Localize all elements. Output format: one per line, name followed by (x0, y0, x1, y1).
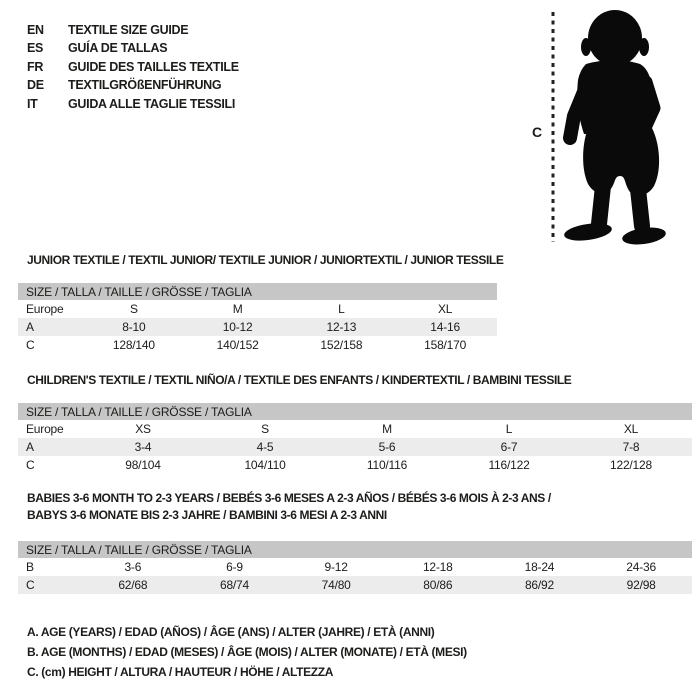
table-cell: 104/110 (244, 458, 286, 472)
table-row: Europe S M L XL (18, 300, 497, 318)
language-row: ES GUÍA DE TALLAS (27, 39, 239, 57)
junior-section-title: JUNIOR TEXTILE / TEXTIL JUNIOR/ TEXTILE … (18, 252, 504, 269)
table-cell: 14-16 (430, 320, 460, 334)
row-label: B (26, 560, 34, 574)
language-code: EN (27, 23, 44, 37)
table-cell: 92/98 (626, 578, 656, 592)
table-cell: 74/80 (321, 578, 351, 592)
table-cell: 98/104 (125, 458, 161, 472)
language-row: EN TEXTILE SIZE GUIDE (27, 21, 239, 39)
language-code: ES (27, 41, 44, 56)
row-label: C (26, 338, 35, 352)
size-header-label: SIZE / TALLA / TAILLE / GRÖSSE / TAGLIA (18, 541, 692, 558)
table-row: B 3-6 6-9 9-12 12-18 18-24 24-36 (18, 558, 692, 576)
table-cell: M (232, 302, 243, 316)
section-title-line: BABYS 3-6 MONATE BIS 2-3 JAHRE / BAMBINI… (27, 508, 387, 522)
toddler-figure: C (528, 4, 698, 246)
babies-size-table: SIZE / TALLA / TAILLE / GRÖSSE / TAGLIA B… (18, 541, 692, 594)
table-cell: 116/122 (488, 458, 530, 472)
children-textile-section: CHILDREN'S TEXTILE / TEXTIL NIÑO/A / TEX… (18, 372, 692, 474)
table-cell: 140/152 (216, 338, 259, 352)
toddler-silhouette-graphic (551, 10, 666, 245)
table-cell: 6-9 (226, 560, 243, 574)
table-cell: 68/74 (219, 578, 249, 592)
table-cell: 18-24 (524, 560, 555, 574)
table-cell: 86/92 (524, 578, 554, 592)
table-cell: 152/158 (320, 338, 363, 352)
table-row: C 62/68 68/74 74/80 80/86 86/92 92/98 (18, 576, 692, 594)
children-section-title: CHILDREN'S TEXTILE / TEXTIL NIÑO/A / TEX… (18, 372, 692, 389)
table-cell: 4-5 (256, 440, 274, 454)
language-guide-title: GUIDA ALLE TAGLIE TESSILI (68, 96, 236, 111)
section-title-line: BABIES 3-6 MONTH TO 2-3 YEARS / BEBÉS 3-… (27, 491, 551, 505)
language-title-list: EN TEXTILE SIZE GUIDE ES GUÍA DE TALLAS FR GU… (27, 21, 239, 113)
table-row: C 128/140 140/152 152/158 158/170 (18, 336, 497, 354)
size-header-label: SIZE / TALLA / TAILLE / GRÖSSE / TAGLIA (18, 283, 497, 300)
height-measure-label: C (532, 124, 543, 140)
table-cell: 9-12 (324, 560, 348, 574)
table-cell: L (505, 422, 513, 436)
size-header-row: SIZE / TALLA / TAILLE / GRÖSSE / TAGLIA (18, 403, 692, 420)
legend-line: A. AGE (YEARS) / EDAD (AÑOS) / ÂGE (ANS)… (27, 625, 435, 639)
legend: A. AGE (YEARS) / EDAD (AÑOS) / ÂGE (ANS)… (27, 622, 467, 682)
table-cell: S (129, 302, 138, 316)
row-label: C (26, 578, 35, 592)
table-cell: 5-6 (378, 440, 396, 454)
junior-size-table: SIZE / TALLA / TAILLE / GRÖSSE / TAGLIA E… (18, 283, 497, 354)
junior-textile-section: JUNIOR TEXTILE / TEXTIL JUNIOR/ TEXTILE … (18, 252, 504, 354)
language-guide-title: TEXTILE SIZE GUIDE (68, 23, 189, 37)
table-row: Europe XS S M L XL (18, 420, 692, 438)
table-row: A 3-4 4-5 5-6 6-7 7-8 (18, 438, 692, 456)
table-cell: M (382, 422, 392, 436)
row-label: A (26, 440, 34, 454)
table-cell: 122/128 (610, 458, 652, 472)
table-cell: 12-18 (422, 560, 453, 574)
toddler-silhouette (563, 10, 666, 245)
table-cell: 62/68 (118, 578, 148, 592)
table-cell: 3-4 (134, 440, 152, 454)
row-label: Europe (26, 302, 64, 316)
babies-section-title: BABIES 3-6 MONTH TO 2-3 YEARS / BEBÉS 3-… (18, 490, 692, 524)
table-cell: 80/86 (423, 578, 453, 592)
table-cell: L (338, 302, 345, 316)
language-row: DE TEXTILGRÖßENFÜHRUNG (27, 76, 239, 94)
table-cell: XS (135, 422, 151, 436)
language-code: FR (27, 59, 44, 74)
table-cell: 3-6 (124, 560, 142, 574)
table-cell: XL (623, 422, 639, 436)
section-title-line: JUNIOR TEXTILE / TEXTIL JUNIOR/ TEXTILE … (27, 253, 504, 267)
language-guide-title: TEXTILGRÖßENFÜHRUNG (68, 78, 222, 93)
language-row: IT GUIDA ALLE TAGLIE TESSILI (27, 95, 239, 113)
table-cell: 8-10 (122, 320, 146, 334)
section-title-line: CHILDREN'S TEXTILE / TEXTIL NIÑO/A / TEX… (27, 373, 572, 387)
table-cell: 12-13 (326, 320, 357, 334)
row-label: Europe (26, 422, 64, 436)
babies-textile-section: BABIES 3-6 MONTH TO 2-3 YEARS / BEBÉS 3-… (18, 490, 692, 594)
table-cell: S (261, 422, 269, 436)
size-header-row: SIZE / TALLA / TAILLE / GRÖSSE / TAGLIA (18, 283, 497, 300)
language-code: DE (27, 78, 44, 93)
table-cell: 7-8 (622, 440, 640, 454)
language-row: FR GUIDE DES TAILLES TEXTILE (27, 58, 239, 76)
legend-line: B. AGE (MONTHS) / EDAD (MESES) / ÂGE (MO… (27, 645, 467, 659)
table-cell: 128/140 (112, 338, 155, 352)
table-cell: 6-7 (500, 440, 518, 454)
table-cell: 158/170 (424, 338, 467, 352)
table-cell: XL (437, 302, 453, 316)
row-label: A (26, 320, 34, 334)
legend-line: C. (cm) HEIGHT / ALTURA / HAUTEUR / HÖHE… (27, 665, 334, 679)
language-guide-title: GUÍA DE TALLAS (68, 41, 168, 56)
row-label: C (26, 458, 35, 472)
size-header-row: SIZE / TALLA / TAILLE / GRÖSSE / TAGLIA (18, 541, 692, 558)
language-code: IT (27, 96, 38, 111)
table-cell: 10-12 (222, 320, 253, 334)
language-guide-title: GUIDE DES TAILLES TEXTILE (68, 59, 239, 74)
table-row: C 98/104 104/110 110/116 116/122 122/128 (18, 456, 692, 474)
children-size-table: SIZE / TALLA / TAILLE / GRÖSSE / TAGLIA E… (18, 403, 692, 474)
table-cell: 110/116 (366, 458, 408, 472)
table-cell: 24-36 (626, 560, 656, 574)
size-header-label: SIZE / TALLA / TAILLE / GRÖSSE / TAGLIA (18, 403, 692, 420)
table-row: A 8-10 10-12 12-13 14-16 (18, 318, 497, 336)
